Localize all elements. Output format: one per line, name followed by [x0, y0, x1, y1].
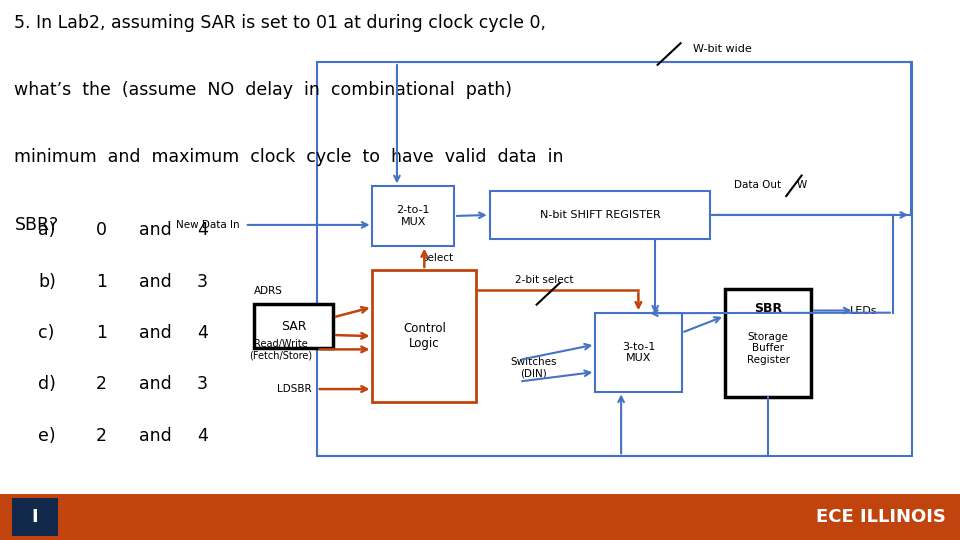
Text: Data Out: Data Out — [734, 180, 781, 190]
Text: W-bit wide: W-bit wide — [693, 44, 752, 53]
Text: 3: 3 — [197, 273, 207, 291]
Text: 0: 0 — [96, 221, 107, 239]
Text: LEDs: LEDs — [850, 306, 877, 315]
Bar — [490, 191, 710, 239]
Text: 2: 2 — [96, 375, 107, 393]
Text: SBR?: SBR? — [14, 216, 59, 234]
Text: 1: 1 — [96, 324, 107, 342]
Text: and: and — [139, 427, 172, 444]
Text: b): b) — [38, 273, 57, 291]
Text: select: select — [422, 253, 454, 263]
Text: e): e) — [38, 427, 56, 444]
Text: and: and — [139, 273, 172, 291]
Bar — [254, 304, 333, 348]
Text: and: and — [139, 324, 172, 342]
Bar — [0, 494, 960, 540]
Text: SBR: SBR — [754, 302, 782, 315]
Text: Storage
Buffer
Register: Storage Buffer Register — [747, 332, 789, 365]
Text: and: and — [139, 375, 172, 393]
Bar — [725, 289, 811, 397]
Text: 1: 1 — [96, 273, 107, 291]
Text: W: W — [797, 180, 807, 190]
Text: SAR: SAR — [281, 320, 306, 333]
Text: N-bit SHIFT REGISTER: N-bit SHIFT REGISTER — [540, 210, 660, 220]
Text: 3-to-1
MUX: 3-to-1 MUX — [622, 341, 655, 363]
Text: New Data In: New Data In — [177, 220, 240, 230]
Text: ADRS: ADRS — [254, 286, 283, 295]
Text: 5. In Lab2, assuming SAR is set to 01 at during clock cycle 0,: 5. In Lab2, assuming SAR is set to 01 at… — [14, 14, 546, 31]
Text: Control
Logic: Control Logic — [403, 322, 445, 350]
Text: 2: 2 — [96, 427, 107, 444]
Text: 2-bit select: 2-bit select — [515, 275, 573, 285]
Text: minimum  and  maximum  clock  cycle  to  have  valid  data  in: minimum and maximum clock cycle to have … — [14, 148, 564, 166]
Text: Switches
(DIN): Switches (DIN) — [511, 357, 557, 379]
Text: and: and — [139, 221, 172, 239]
Text: Read/Write
(Fetch/Store): Read/Write (Fetch/Store) — [249, 339, 312, 360]
Text: 4: 4 — [197, 221, 207, 239]
Text: LDSBR: LDSBR — [277, 384, 312, 394]
Bar — [595, 313, 682, 392]
Text: ECE ILLINOIS: ECE ILLINOIS — [816, 508, 946, 526]
Bar — [372, 186, 454, 246]
Bar — [372, 270, 476, 402]
Text: I: I — [32, 508, 37, 526]
Text: c): c) — [38, 324, 55, 342]
Text: d): d) — [38, 375, 57, 393]
Text: 4: 4 — [197, 324, 207, 342]
Bar — [12, 498, 58, 536]
Text: a): a) — [38, 221, 56, 239]
Text: 3: 3 — [197, 375, 207, 393]
Text: 4: 4 — [197, 427, 207, 444]
Text: what’s  the  (assume  NO  delay  in  combinational  path): what’s the (assume NO delay in combinati… — [14, 81, 513, 99]
Text: 2-to-1
MUX: 2-to-1 MUX — [396, 205, 430, 227]
Bar — [317, 62, 912, 456]
